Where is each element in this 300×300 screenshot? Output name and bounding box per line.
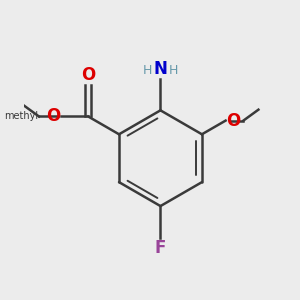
Text: methyl: methyl bbox=[4, 112, 38, 122]
Text: O: O bbox=[81, 66, 95, 84]
Text: O: O bbox=[46, 107, 60, 125]
Text: H: H bbox=[169, 64, 178, 77]
Text: O: O bbox=[226, 112, 241, 130]
Text: H: H bbox=[143, 64, 152, 77]
Text: N: N bbox=[154, 59, 167, 77]
Text: F: F bbox=[155, 239, 166, 257]
